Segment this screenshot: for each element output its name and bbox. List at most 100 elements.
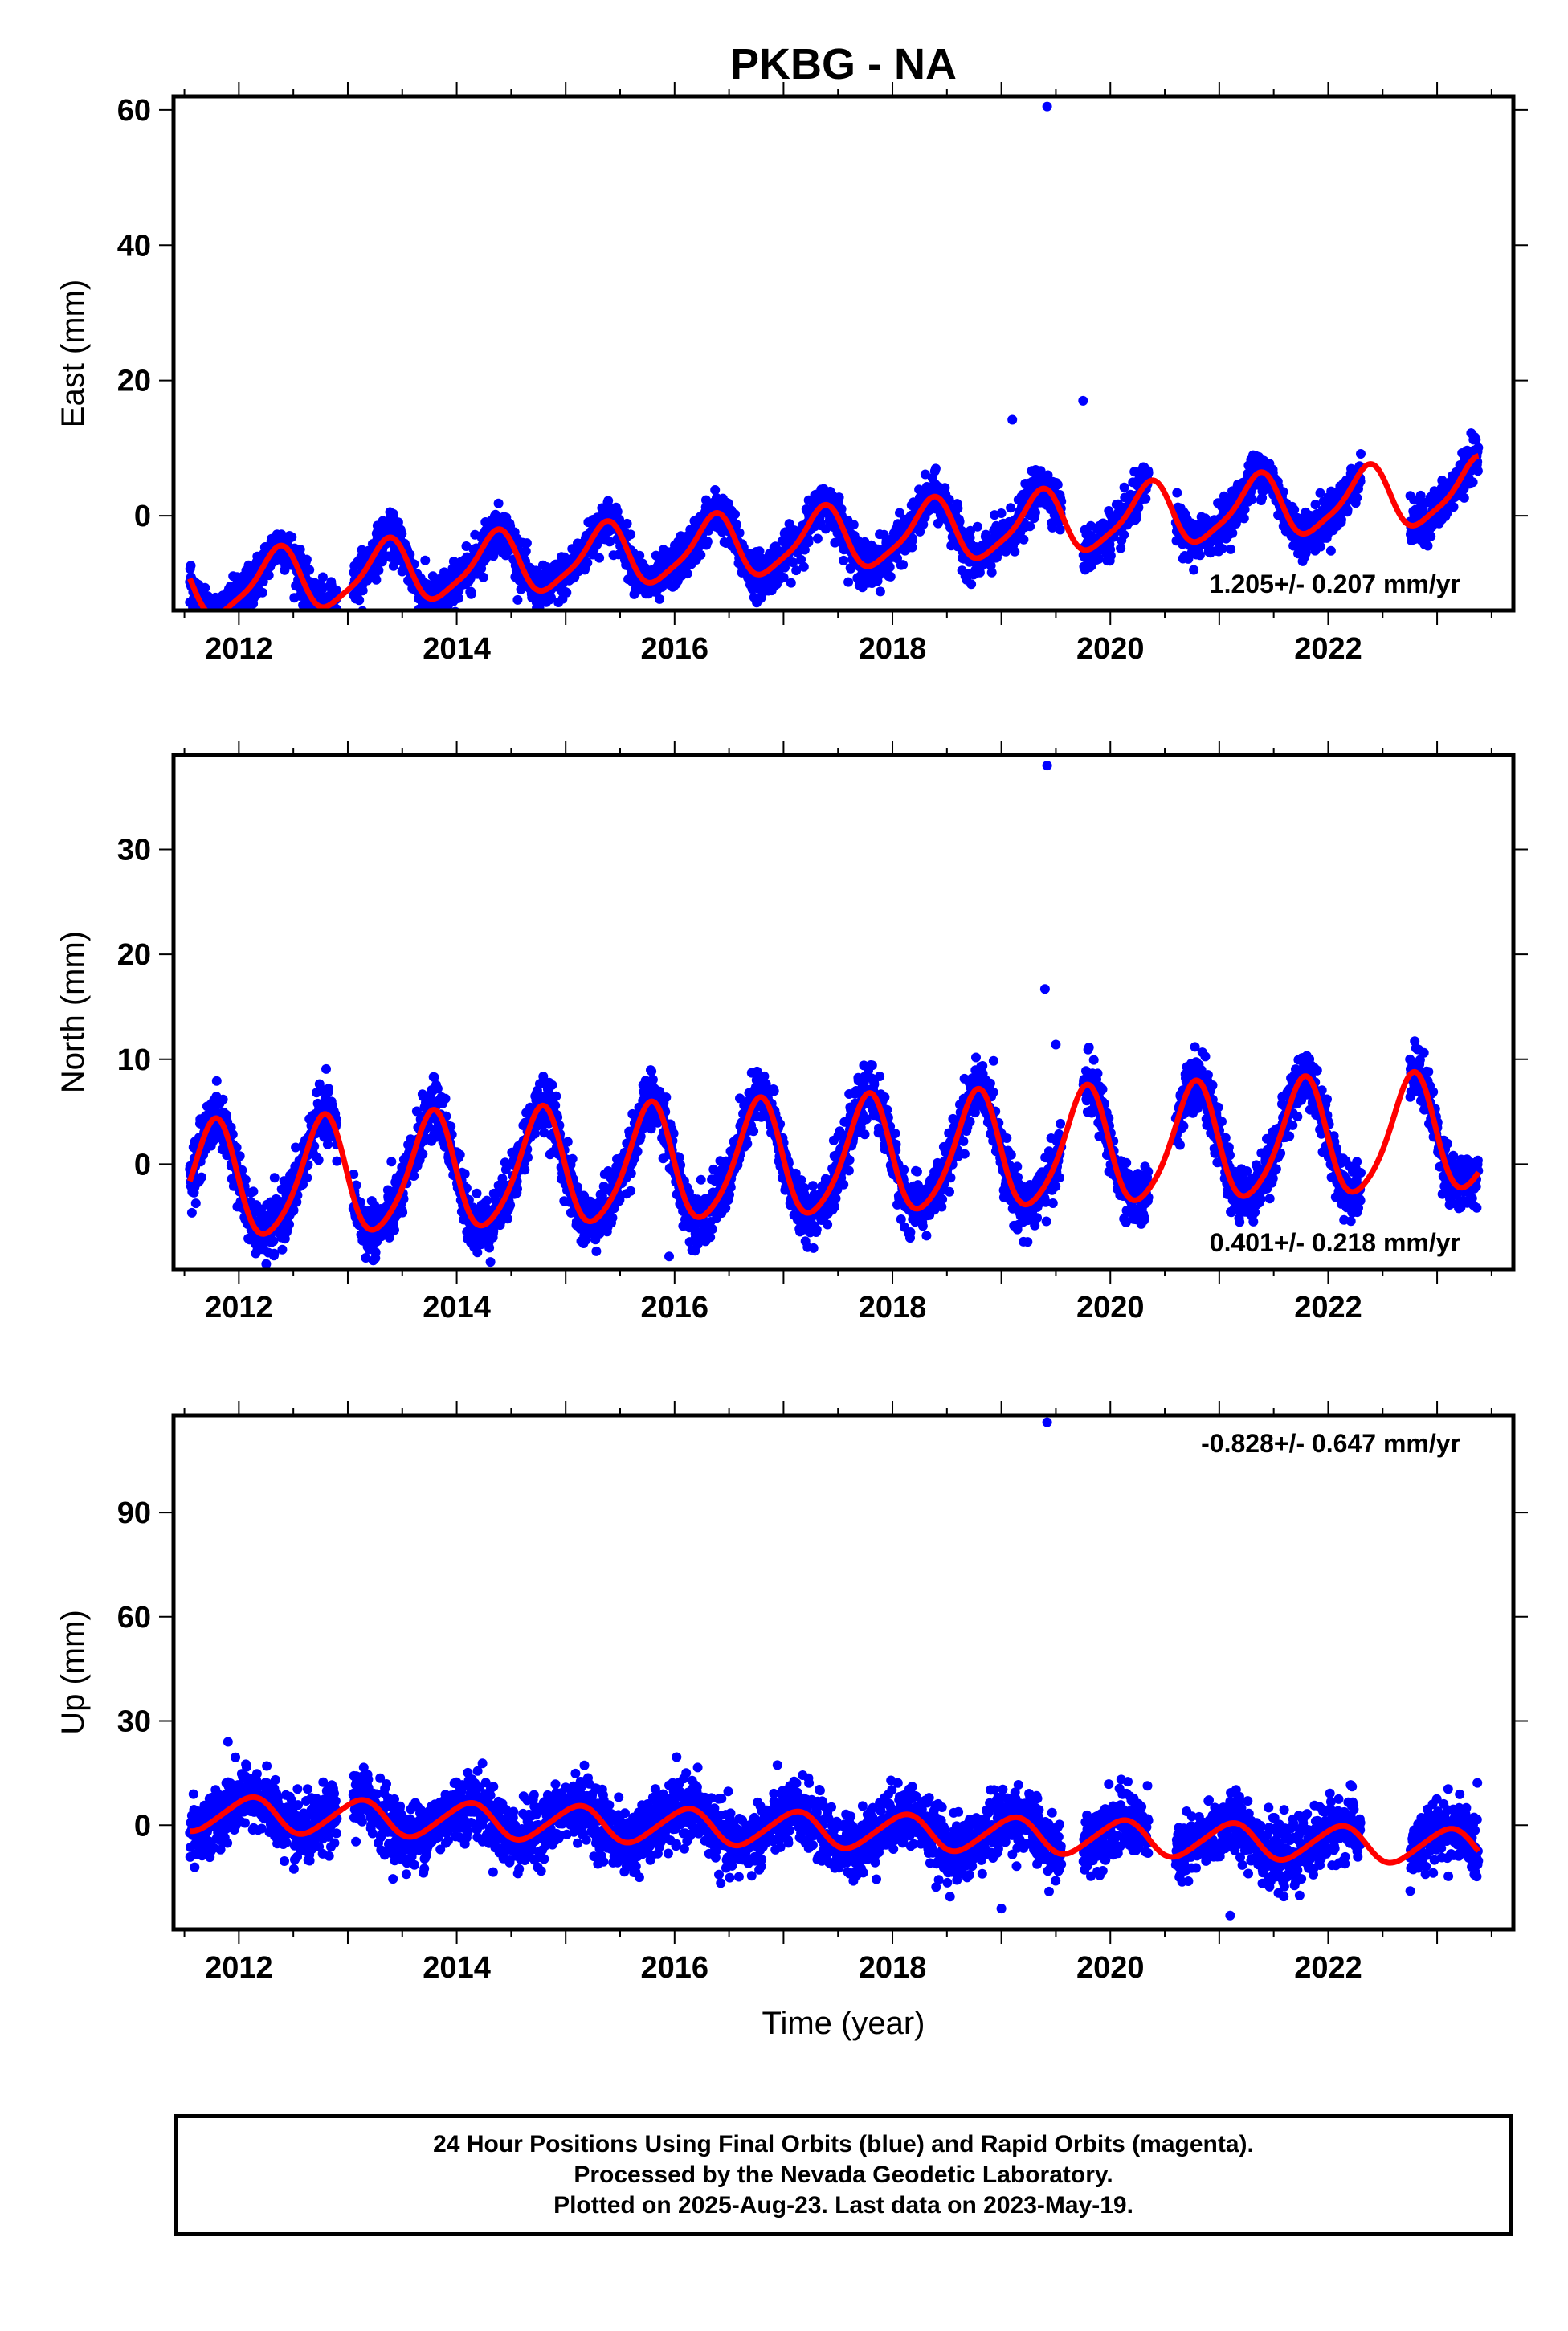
observation-point <box>301 554 312 565</box>
observation-point <box>875 586 885 597</box>
observation-point <box>839 555 849 565</box>
observation-point <box>710 485 721 495</box>
observation-point <box>206 618 216 628</box>
observation-point <box>1239 513 1249 524</box>
observation-point <box>734 528 745 538</box>
observation-point <box>1194 550 1205 561</box>
observation-point <box>1315 541 1325 552</box>
observation-point <box>202 620 211 630</box>
observation-point <box>791 565 802 576</box>
observation-point <box>213 618 223 628</box>
observation-point <box>754 546 765 557</box>
observation-point <box>202 622 212 631</box>
observation-point <box>374 565 384 575</box>
observation-point <box>302 1173 312 1183</box>
observation-point <box>1423 541 1433 551</box>
observation-point <box>329 614 338 623</box>
observation-point <box>1336 515 1346 525</box>
observation-point <box>778 573 789 582</box>
observation-point <box>803 537 814 548</box>
observation-point <box>1472 466 1483 476</box>
observation-point <box>493 498 504 508</box>
observation-point <box>432 1084 443 1094</box>
observation-point <box>317 619 327 629</box>
observation-point <box>321 1063 331 1074</box>
observation-point <box>304 565 315 575</box>
observation-point <box>204 613 214 623</box>
observation-point <box>198 622 207 631</box>
observation-point <box>884 562 895 573</box>
observation-point <box>796 554 806 565</box>
observation-point <box>258 577 268 587</box>
observation-point <box>331 627 341 637</box>
observation-point <box>371 574 382 585</box>
observation-point <box>206 621 215 631</box>
observation-point <box>1226 544 1236 554</box>
observation-point <box>1448 502 1459 512</box>
observation-point <box>330 619 340 629</box>
observation-point <box>986 567 997 578</box>
observation-point <box>1025 521 1035 532</box>
observation-point <box>546 593 556 603</box>
observation-point <box>214 618 224 628</box>
observation-point <box>386 1157 397 1167</box>
observation-point <box>313 1155 324 1166</box>
observation-point <box>269 1173 280 1183</box>
observation-point <box>1342 504 1353 515</box>
observation-point <box>221 622 231 631</box>
observation-point <box>1055 525 1065 535</box>
observation-point <box>398 1207 408 1218</box>
observation-point <box>635 550 645 561</box>
observation-point <box>1189 565 1199 575</box>
observation-point <box>225 614 235 624</box>
observation-point <box>561 587 572 598</box>
observation-point <box>1052 480 1063 490</box>
observation-point <box>397 529 407 539</box>
observation-point <box>834 492 844 503</box>
observation-point <box>885 571 896 582</box>
observation-point <box>323 611 333 621</box>
observation-point <box>190 1198 201 1209</box>
observation-point <box>357 586 368 596</box>
observation-point <box>210 612 220 622</box>
observation-point <box>626 529 636 540</box>
observation-point <box>199 622 209 631</box>
observation-point <box>215 615 225 625</box>
observation-point <box>843 577 854 587</box>
observation-point <box>603 496 614 506</box>
observation-point <box>1468 477 1478 488</box>
observation-point <box>210 612 219 622</box>
observation-point <box>996 508 1007 518</box>
chart-title: PKBG - NA <box>730 40 957 88</box>
observation-point <box>186 1207 197 1218</box>
observation-point <box>1315 488 1325 498</box>
observation-point <box>212 612 222 622</box>
observation-point <box>682 569 692 579</box>
observation-point <box>612 507 623 516</box>
observation-point <box>1030 508 1040 518</box>
observation-point <box>478 572 488 582</box>
observation-point <box>200 582 210 593</box>
observation-point <box>198 620 207 630</box>
x-tick-label: 2012 <box>205 632 273 666</box>
x-tick-label: 2020 <box>1076 632 1145 666</box>
observation-point <box>284 1219 294 1230</box>
observation-point <box>455 1149 465 1160</box>
observation-point <box>206 616 215 626</box>
observation-point <box>1131 513 1141 524</box>
observation-point <box>1325 545 1336 556</box>
observation-point <box>215 613 225 623</box>
observation-point <box>316 624 325 634</box>
observation-point <box>213 614 223 623</box>
observation-point <box>798 561 809 572</box>
observation-point <box>308 611 317 621</box>
x-tick-label: 2016 <box>641 632 709 666</box>
outlier-point <box>1007 414 1018 425</box>
observation-point <box>930 463 941 474</box>
observation-point <box>512 594 523 605</box>
y-axis-label-east: East (mm) <box>55 280 91 427</box>
observation-point <box>420 555 431 565</box>
